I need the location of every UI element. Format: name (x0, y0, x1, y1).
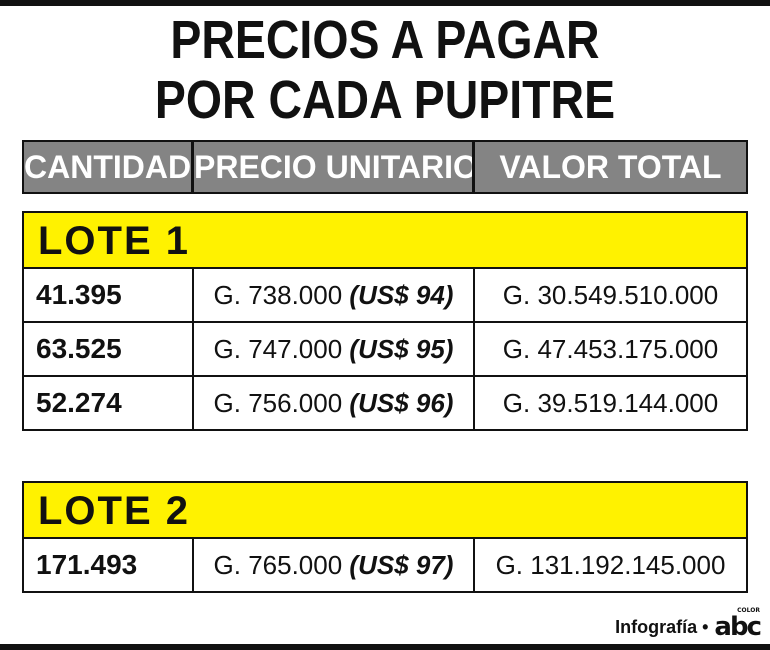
cantidad-cell: 41.395 (24, 269, 194, 321)
precio-guaranies: G. 756.000 (213, 388, 343, 418)
precio-guaranies: G. 747.000 (213, 334, 343, 364)
table-row: 52.274 G. 756.000 (US$ 96) G. 39.519.144… (24, 377, 746, 429)
precio-guaranies: G. 765.000 (213, 550, 343, 580)
lote-2-table: LOTE 2 171.493 G. 765.000 (US$ 97) G. 13… (22, 481, 748, 593)
precio-guaranies: G. 738.000 (213, 280, 343, 310)
precio-cell: G. 738.000 (US$ 94) (194, 269, 475, 321)
header-cantidad: CANTIDAD (24, 142, 194, 192)
precio-usd: (US$ 96) (349, 388, 454, 418)
precio-usd: (US$ 94) (349, 280, 454, 310)
total-cell: G. 39.519.144.000 (502, 388, 719, 418)
precio-usd: (US$ 97) (349, 550, 454, 580)
lote-1-header: LOTE 1 (24, 213, 746, 269)
total-cell: G. 30.549.510.000 (502, 280, 719, 310)
cantidad-cell: 52.274 (24, 377, 194, 429)
header-valor-total: VALOR TOTAL (499, 149, 722, 185)
abc-color-logo: abc COLOR (714, 608, 762, 642)
title-line-2: POR CADA PUPITRE (154, 70, 616, 130)
column-header-row: CANTIDAD PRECIO UNITARIO VALOR TOTAL (22, 140, 748, 194)
top-rule (0, 0, 770, 6)
cantidad-cell: 171.493 (24, 539, 194, 591)
header-precio-unitario: PRECIO UNITARIO (194, 142, 475, 192)
logo-subtext: COLOR (737, 607, 760, 614)
precio-cell: G. 756.000 (US$ 96) (194, 377, 475, 429)
total-cell: G. 131.192.145.000 (495, 550, 726, 580)
lote-1-table: LOTE 1 41.395 G. 738.000 (US$ 94) G. 30.… (22, 211, 748, 431)
total-cell: G. 47.453.175.000 (502, 334, 719, 364)
credit-text: Infografía • (615, 616, 709, 637)
page-title: PRECIOS A PAGAR POR CADA PUPITRE (54, 10, 716, 130)
logo-text: abc (714, 612, 762, 642)
cantidad-cell: 63.525 (24, 323, 194, 375)
credit-line: Infografía • abc COLOR (615, 608, 762, 642)
bottom-rule (0, 644, 770, 650)
table-row: 41.395 G. 738.000 (US$ 94) G. 30.549.510… (24, 269, 746, 323)
lote-2-header: LOTE 2 (24, 483, 746, 539)
table-row: 63.525 G. 747.000 (US$ 95) G. 47.453.175… (24, 323, 746, 377)
title-line-1: PRECIOS A PAGAR (170, 10, 600, 70)
precio-cell: G. 747.000 (US$ 95) (194, 323, 475, 375)
table-row: 171.493 G. 765.000 (US$ 97) G. 131.192.1… (24, 539, 746, 591)
precio-usd: (US$ 95) (349, 334, 454, 364)
precio-cell: G. 765.000 (US$ 97) (194, 539, 475, 591)
